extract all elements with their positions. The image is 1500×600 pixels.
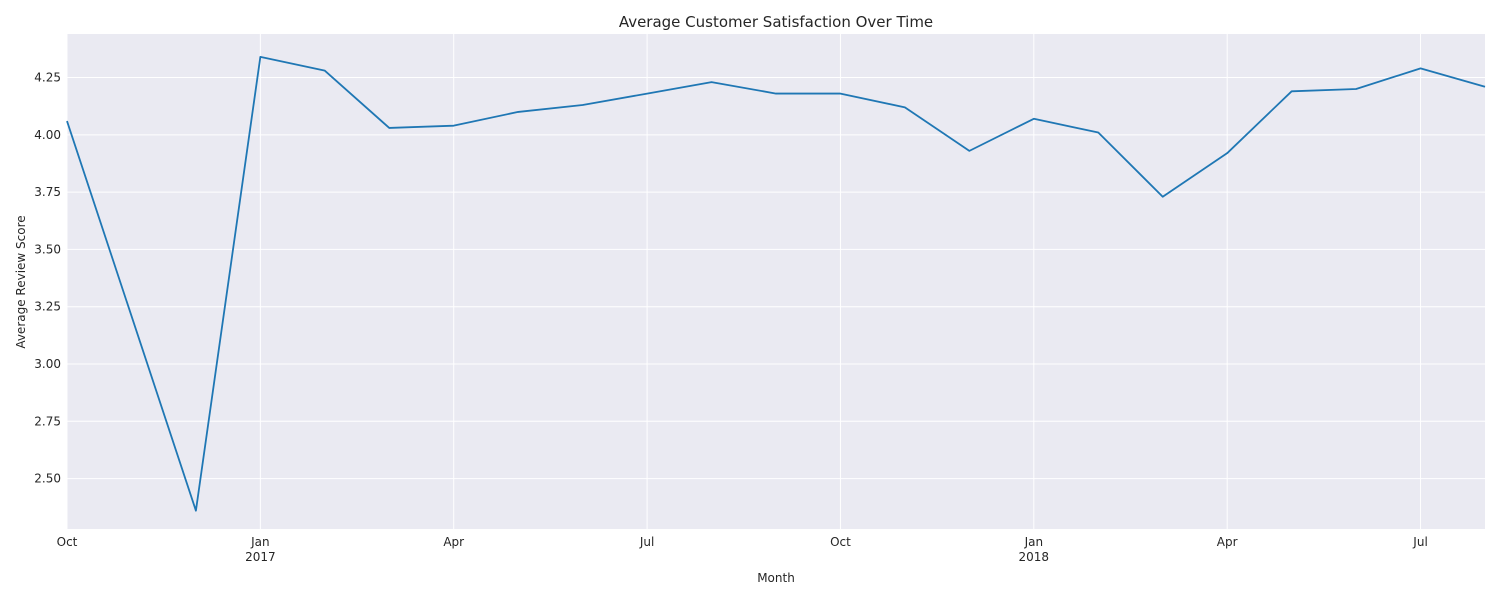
data-point	[1226, 152, 1228, 154]
data-point	[1290, 90, 1292, 92]
y-tick-label: 4.00	[34, 128, 61, 142]
x-tick-label: Apr	[443, 535, 464, 549]
data-point	[1097, 131, 1099, 133]
y-tick-label: 3.00	[34, 357, 61, 371]
data-point	[710, 81, 712, 83]
data-point	[66, 120, 68, 122]
data-point	[1484, 86, 1486, 88]
data-point	[1355, 88, 1357, 90]
y-tick-label: 3.75	[34, 185, 61, 199]
data-point	[968, 150, 970, 152]
x-tick-label: Oct	[57, 535, 78, 549]
y-tick-label: 3.50	[34, 242, 61, 256]
data-point	[1419, 67, 1421, 69]
y-tick-label: 2.75	[34, 414, 61, 428]
data-point	[581, 104, 583, 106]
x-tick-label: Jan	[250, 535, 270, 549]
plot-background	[67, 34, 1485, 529]
data-point	[195, 509, 197, 511]
data-point	[904, 106, 906, 108]
data-point	[1162, 196, 1164, 198]
x-axis-label: Month	[757, 571, 795, 585]
data-point	[453, 124, 455, 126]
data-point	[324, 69, 326, 71]
data-point	[388, 127, 390, 129]
chart-title: Average Customer Satisfaction Over Time	[619, 13, 933, 31]
x-tick-year-label: 2018	[1019, 550, 1050, 564]
x-tick-year-label: 2017	[245, 550, 276, 564]
x-tick-label: Apr	[1217, 535, 1238, 549]
series-line	[66, 56, 1486, 512]
x-tick-label: Jul	[639, 535, 654, 549]
x-tick-label: Oct	[830, 535, 851, 549]
data-point	[1033, 118, 1035, 120]
data-point	[259, 56, 261, 58]
y-axis-label: Average Review Score	[14, 215, 28, 348]
data-point	[517, 111, 519, 113]
series-layer	[66, 56, 1486, 512]
gridlines	[66, 34, 1485, 529]
data-point	[646, 92, 648, 94]
data-point	[839, 92, 841, 94]
x-tick-label: Jul	[1412, 535, 1427, 549]
y-axis-ticks: 2.50 2.75 3.00 3.25 3.50 3.75 4.00 4.25	[34, 71, 61, 486]
x-tick-label: Jan	[1024, 535, 1044, 549]
data-point	[775, 92, 777, 94]
y-tick-label: 2.50	[34, 472, 61, 486]
y-tick-label: 4.25	[34, 71, 61, 85]
y-tick-label: 3.25	[34, 300, 61, 314]
